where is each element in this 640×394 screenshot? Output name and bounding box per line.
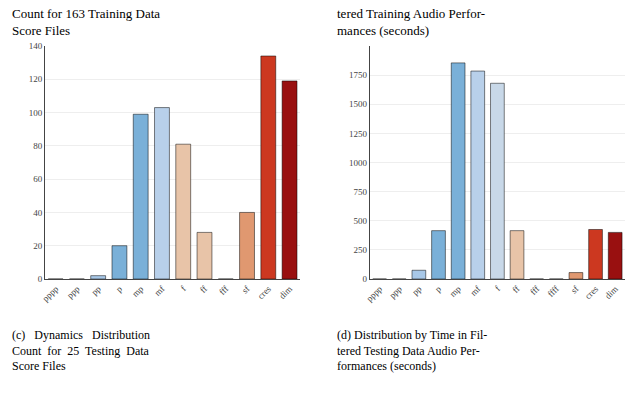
svg-text:cres: cres bbox=[256, 283, 274, 301]
svg-text:250: 250 bbox=[354, 245, 368, 255]
svg-text:tered Training Audio Perfor-ma: tered Training Audio Perfor-mances (seco… bbox=[337, 6, 485, 38]
svg-text:mp: mp bbox=[130, 283, 146, 299]
svg-text:dim: dim bbox=[603, 284, 620, 301]
svg-text:140: 140 bbox=[29, 41, 43, 51]
svg-text:p: p bbox=[114, 283, 125, 294]
svg-text:sf: sf bbox=[240, 284, 252, 296]
svg-text:60: 60 bbox=[33, 174, 43, 184]
svg-text:pppp: pppp bbox=[364, 283, 384, 303]
svg-text:ff: ff bbox=[198, 284, 209, 295]
svg-text:pp: pp bbox=[89, 283, 103, 297]
svg-text:fff: fff bbox=[217, 284, 230, 297]
svg-text:f: f bbox=[179, 284, 188, 293]
svg-text:20: 20 bbox=[33, 241, 43, 251]
svg-text:ff: ff bbox=[510, 284, 521, 295]
svg-text:Count for 163 Training DataSco: Count for 163 Training DataScore Files bbox=[12, 6, 160, 38]
svg-text:sf: sf bbox=[569, 284, 581, 296]
svg-text:fff: fff bbox=[528, 284, 541, 297]
svg-text:cres: cres bbox=[583, 283, 601, 301]
svg-text:pp: pp bbox=[410, 283, 424, 297]
svg-text:40: 40 bbox=[33, 208, 43, 218]
svg-text:0: 0 bbox=[363, 274, 368, 284]
svg-text:1500: 1500 bbox=[349, 99, 368, 109]
svg-text:dim: dim bbox=[277, 284, 294, 301]
svg-text:(c) Dynamics DistributionC: (c) Dynamics DistributionCount for 25 Te… bbox=[12, 328, 150, 373]
svg-text:80: 80 bbox=[33, 141, 43, 151]
svg-text:500: 500 bbox=[354, 216, 368, 226]
svg-text:1250: 1250 bbox=[349, 129, 368, 139]
svg-text:750: 750 bbox=[354, 187, 368, 197]
svg-text:pppp: pppp bbox=[40, 283, 60, 303]
svg-text:p: p bbox=[433, 283, 444, 294]
svg-text:(d) Distribution by Time in Fi: (d) Distribution by Time in Fil-tered Te… bbox=[337, 328, 487, 373]
svg-text:ppp: ppp bbox=[65, 283, 82, 300]
svg-text:120: 120 bbox=[29, 74, 43, 84]
svg-text:1000: 1000 bbox=[349, 158, 368, 168]
svg-text:ffff: ffff bbox=[546, 284, 561, 299]
svg-text:ppp: ppp bbox=[387, 283, 404, 300]
svg-text:f: f bbox=[493, 284, 502, 293]
svg-text:mf: mf bbox=[468, 284, 482, 298]
svg-text:0: 0 bbox=[38, 274, 43, 284]
svg-text:mf: mf bbox=[152, 284, 166, 298]
svg-text:mp: mp bbox=[448, 283, 464, 299]
svg-text:100: 100 bbox=[29, 108, 43, 118]
svg-text:1750: 1750 bbox=[349, 70, 368, 80]
